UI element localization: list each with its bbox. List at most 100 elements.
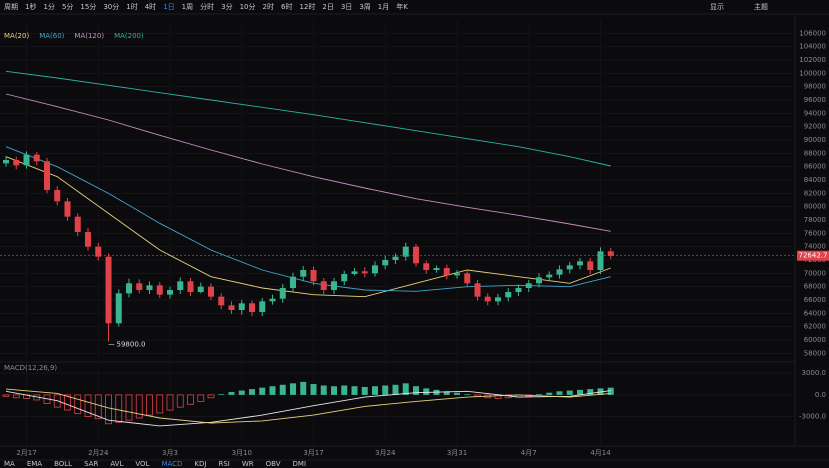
- candle-body: [13, 160, 20, 166]
- candle-body: [85, 232, 91, 247]
- macd-bar: [556, 391, 563, 395]
- indicator-tab[interactable]: EMA: [27, 460, 42, 468]
- period-button[interactable]: 5分: [62, 2, 73, 11]
- pane-title: MACD(12,26,9): [4, 364, 57, 372]
- period-button[interactable]: 1日: [163, 3, 174, 11]
- macd-bar: [207, 394, 215, 399]
- period-button[interactable]: 12时: [299, 2, 315, 11]
- period-button[interactable]: 1时: [126, 2, 137, 11]
- candle-body: [300, 270, 307, 277]
- toolbar-option[interactable]: 主题: [754, 2, 768, 11]
- macd-bar: [351, 386, 358, 395]
- y-tick-label: 100000: [799, 69, 826, 77]
- candle-body: [372, 265, 378, 274]
- period-button[interactable]: 30分: [103, 2, 119, 11]
- indicator-tab[interactable]: SAR: [84, 460, 98, 468]
- y-tick-label: 64000: [804, 309, 826, 317]
- macd-bar: [269, 386, 276, 395]
- macd-bar: [566, 390, 573, 395]
- y-tick-label: 82000: [804, 189, 826, 197]
- y-tick-label: 66000: [804, 296, 826, 304]
- indicator-tab[interactable]: BOLL: [54, 460, 72, 468]
- candle-body: [495, 297, 501, 302]
- indicator-line: [5, 70, 611, 167]
- macd-bar: [454, 392, 460, 395]
- period-button[interactable]: 4时: [145, 2, 156, 11]
- candle-body: [351, 271, 358, 274]
- period-button[interactable]: 3分: [221, 2, 232, 11]
- period-button[interactable]: 1分: [43, 2, 54, 11]
- indicator-tab[interactable]: MA: [4, 460, 15, 468]
- y-tick-label: 70000: [804, 269, 826, 277]
- macd-bar: [166, 394, 174, 411]
- candle-body: [423, 263, 430, 270]
- candle-body: [607, 251, 614, 256]
- period-button[interactable]: 3日: [341, 3, 352, 11]
- macd-bar: [423, 388, 430, 395]
- period-button[interactable]: 1周: [182, 3, 193, 11]
- candle-body: [208, 286, 214, 297]
- indicator-tab[interactable]: MACD: [161, 460, 182, 468]
- candle-body: [146, 285, 153, 290]
- macd-bar: [402, 383, 409, 395]
- candle-body: [74, 216, 81, 232]
- y-tick-label: 74000: [804, 243, 826, 251]
- candle-body: [331, 281, 337, 290]
- candle-body: [433, 268, 440, 270]
- y-tick-label: 68000: [804, 283, 826, 291]
- candle-body: [597, 251, 604, 270]
- macd-bar: [443, 391, 450, 395]
- candle-body: [341, 274, 348, 282]
- indicator-tab[interactable]: WR: [242, 460, 254, 468]
- indicator-line: [5, 390, 611, 427]
- macd-bar: [12, 394, 20, 399]
- y-tick-label: 60000: [804, 336, 826, 344]
- candle-body: [167, 290, 173, 295]
- macd-bar: [361, 386, 368, 395]
- macd-bar: [176, 394, 184, 408]
- period-button[interactable]: 1月: [378, 3, 389, 11]
- macd-bar: [197, 394, 205, 402]
- period-button[interactable]: 周期: [4, 3, 18, 11]
- indicator-tab[interactable]: RSI: [218, 460, 229, 468]
- macd-bar: [238, 390, 245, 395]
- macd-bar: [218, 394, 225, 395]
- last-price-label: 72642.7: [799, 252, 828, 260]
- y-tick-label: 84000: [804, 176, 826, 184]
- indicator-tab[interactable]: DMI: [293, 460, 307, 468]
- x-tick-label: 2月17: [16, 449, 36, 457]
- toolbar-option[interactable]: 显示: [710, 3, 724, 11]
- indicator-tab[interactable]: AVL: [110, 460, 123, 468]
- y-tick-label: 90000: [804, 136, 826, 144]
- period-button[interactable]: 6时: [281, 2, 292, 11]
- indicator-line: [5, 156, 611, 298]
- y-tick-label: 62000: [804, 323, 826, 331]
- period-button[interactable]: 分时: [200, 2, 214, 11]
- x-tick-label: 4月14: [590, 449, 611, 457]
- macd-bar: [464, 394, 471, 395]
- indicator-tab[interactable]: KDJ: [194, 460, 206, 468]
- macd-bar: [146, 394, 153, 416]
- period-button[interactable]: 年K: [396, 2, 408, 11]
- candle-body: [525, 283, 532, 288]
- period-button[interactable]: 1秒: [25, 2, 36, 11]
- indicator-tab[interactable]: OBV: [266, 460, 281, 468]
- period-button[interactable]: 15分: [80, 2, 96, 11]
- period-button[interactable]: 3周: [359, 3, 370, 11]
- candle-body: [546, 274, 553, 278]
- candle-body: [536, 277, 542, 284]
- period-button[interactable]: 10分: [240, 2, 256, 11]
- indicator-line: [5, 93, 611, 232]
- indicator-tab[interactable]: VOL: [135, 460, 149, 468]
- macd-bar: [259, 387, 266, 395]
- period-button[interactable]: 2日: [322, 3, 333, 11]
- candle-body: [392, 256, 399, 260]
- candle-body: [515, 288, 522, 292]
- candle-body: [402, 246, 409, 257]
- candle-body: [218, 296, 225, 306]
- macd-bar: [74, 394, 82, 415]
- x-tick-label: 3月31: [447, 449, 467, 457]
- macd-bar: [187, 394, 194, 405]
- period-button[interactable]: 2时: [263, 2, 274, 11]
